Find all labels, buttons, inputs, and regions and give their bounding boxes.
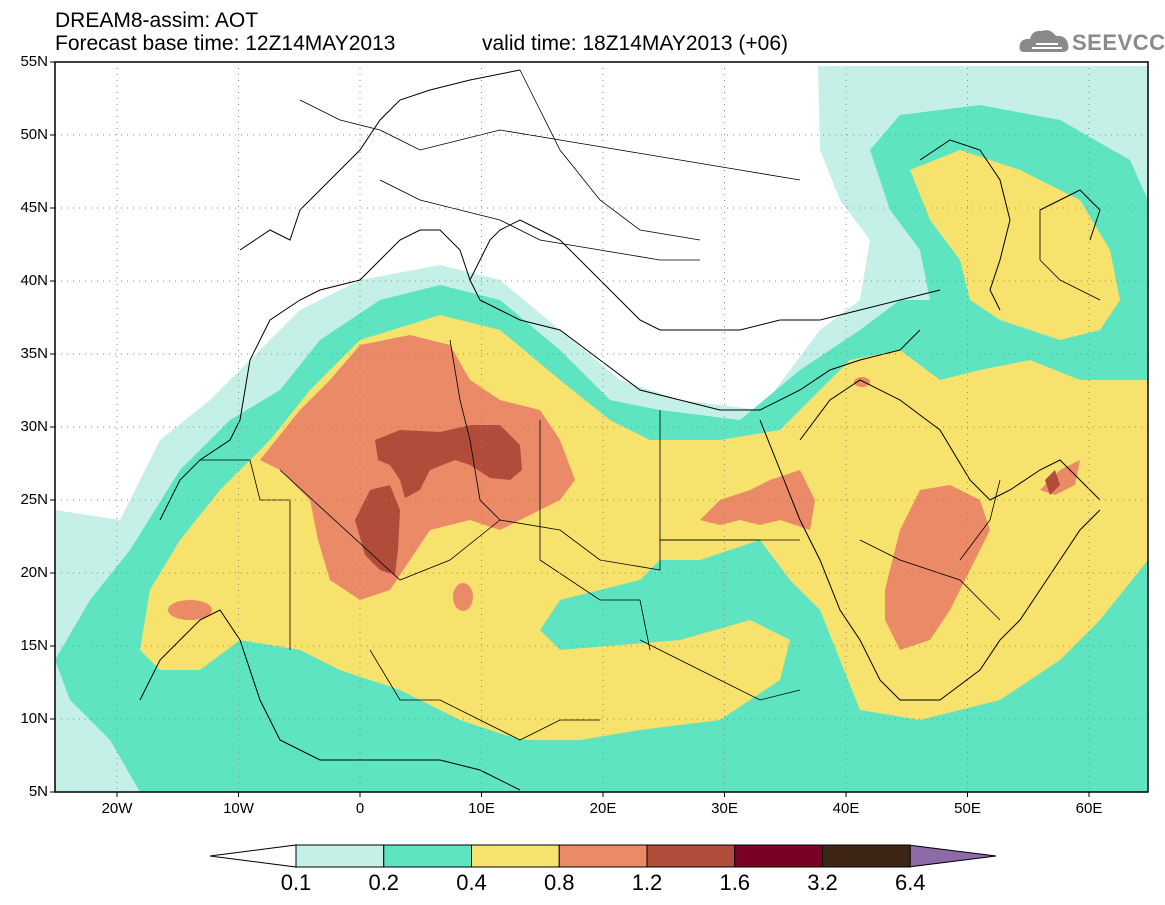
country-borders <box>200 69 1101 741</box>
lon-label: 20E <box>589 800 617 817</box>
lon-label: 60E <box>1075 800 1103 817</box>
lat-label: 35N <box>20 345 48 362</box>
colorbar-swatch <box>822 844 911 868</box>
lat-label: 15N <box>20 637 48 654</box>
coastlines <box>139 69 1101 791</box>
colorbar-right-arrow <box>907 844 997 868</box>
colorbar <box>209 844 997 868</box>
colorbar-swatch <box>295 844 385 868</box>
colorbar-left-arrow <box>209 844 297 868</box>
colorbar-label: 6.4 <box>894 870 926 895</box>
colorbar-label: 0.4 <box>456 870 487 895</box>
colorbar-swatch <box>646 844 736 868</box>
title-valid-time: valid time: 18Z14MAY2013 (+06) <box>482 32 789 55</box>
colorbar-label: 0.8 <box>543 870 575 895</box>
lat-label: 10N <box>20 710 48 727</box>
aot-level-12 <box>355 425 1060 575</box>
colorbar-swatch <box>734 844 823 868</box>
lat-label: 20N <box>20 564 48 581</box>
lat-label: 40N <box>20 272 48 289</box>
lon-label: 50E <box>954 800 981 817</box>
title-line-1: DREAM8-assim: AOT <box>55 9 259 32</box>
lon-label: 10W <box>223 800 254 817</box>
lat-label: 55N <box>20 53 48 70</box>
lat-label: 5N <box>28 783 48 800</box>
logo-text: SEEVCCC <box>1072 30 1165 55</box>
lat-label: 25N <box>20 491 48 508</box>
colorbar-label: 0.1 <box>280 870 312 895</box>
lat-label: 45N <box>20 199 48 216</box>
colorbar-swatch <box>558 844 648 868</box>
colorbar-label: 0.2 <box>368 870 400 895</box>
lon-label: 30E <box>711 800 738 817</box>
gridlines <box>55 62 1148 792</box>
cloud-icon <box>1019 30 1069 52</box>
colorbar-swatch <box>383 844 472 868</box>
colorbar-swatch <box>471 844 560 868</box>
colorbar-label: 3.2 <box>807 870 838 895</box>
lat-label: 50N <box>20 126 48 143</box>
colorbar-label: 1.2 <box>631 870 663 895</box>
title-base-time: Forecast base time: 12Z14MAY2013 <box>55 32 396 55</box>
lon-label: 0 <box>355 800 365 817</box>
lon-label: 40E <box>832 800 860 817</box>
lat-label: 30N <box>20 418 48 435</box>
lon-label: 20W <box>101 800 133 817</box>
axis-ticks <box>50 61 1090 797</box>
lon-label: 10E <box>468 800 495 817</box>
colorbar-label: 1.6 <box>719 870 751 895</box>
